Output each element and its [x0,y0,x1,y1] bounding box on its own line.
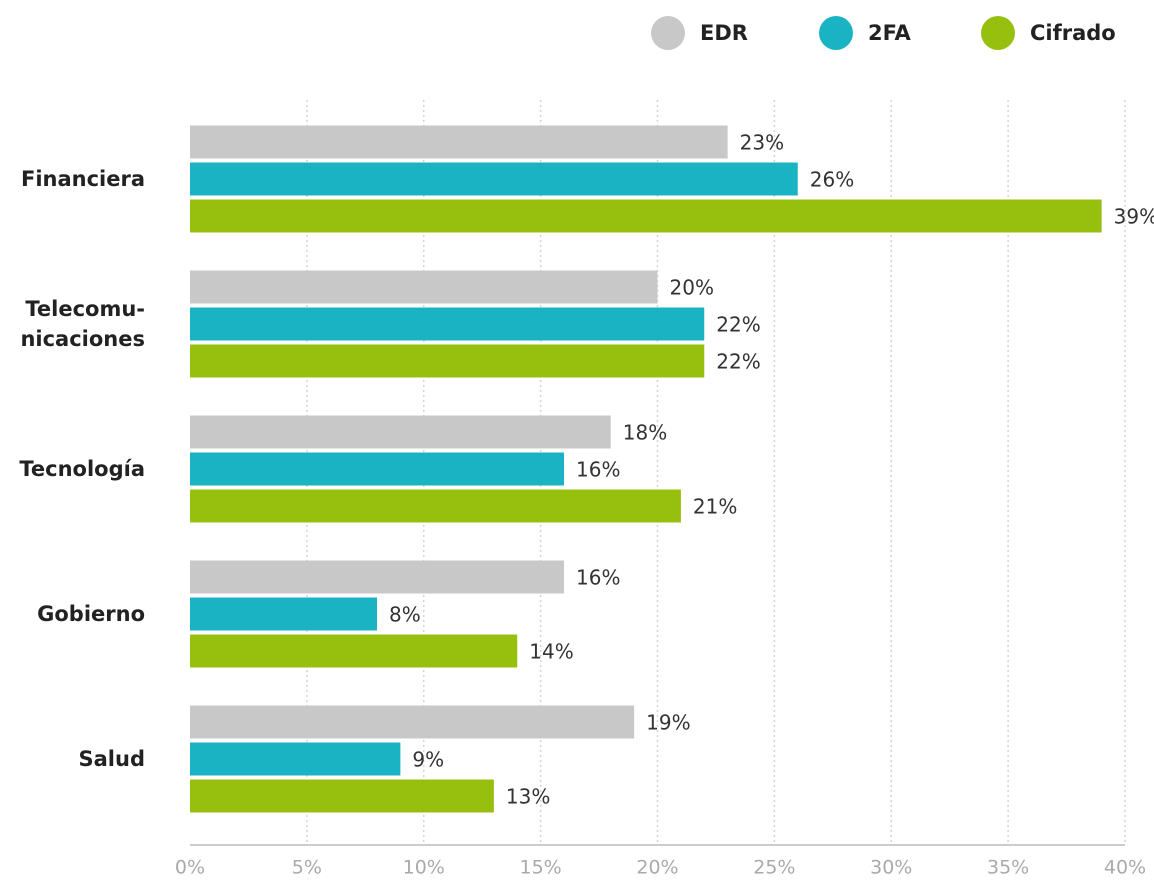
category-label: Telecomu- nicaciones [20,297,145,351]
value-label: 22% [716,350,760,374]
x-tick-label: 15% [520,857,562,879]
value-label: 16% [576,458,620,482]
x-tick-label: 30% [870,857,912,879]
value-label: 9% [412,748,444,772]
bar [190,270,658,304]
legend-swatch [651,16,685,50]
bar [190,415,611,449]
legend-label: Cifrado [1030,21,1116,45]
value-label: 16% [576,566,620,590]
x-tick-label: 35% [987,857,1029,879]
bar [190,307,705,341]
value-label: 14% [529,640,573,664]
legend-label: 2FA [868,21,912,45]
bar [190,452,564,486]
bar [190,560,564,594]
legend-label: EDR [700,21,748,45]
bar [190,742,401,776]
legend-swatch [819,16,853,50]
bar [190,489,681,523]
value-label: 19% [646,711,690,735]
value-label: 18% [623,421,667,445]
value-label: 20% [670,276,714,300]
category-label: Financiera [20,167,145,191]
value-label: 13% [506,785,550,809]
value-label: 26% [810,168,854,192]
bar [190,597,377,631]
category-label: Gobierno [37,602,145,626]
x-tick-label: 0% [175,857,205,879]
value-label: 39% [1114,205,1154,229]
bar [190,162,798,196]
bar [190,705,635,739]
bar [190,125,728,159]
bar [190,779,494,813]
value-label: 23% [740,131,784,155]
value-label: 22% [716,313,760,337]
x-tick-label: 10% [403,857,445,879]
x-tick-label: 5% [292,857,322,879]
value-label: 8% [389,603,421,627]
bar [190,344,705,378]
x-tick-label: 20% [636,857,678,879]
x-tick-label: 25% [753,857,795,879]
bar [190,199,1102,233]
category-label: Tecnología [19,457,145,481]
category-label: Salud [78,747,145,771]
bar [190,634,518,668]
x-tick-label: 40% [1104,857,1146,879]
value-label: 21% [693,495,737,519]
legend-swatch [981,16,1015,50]
